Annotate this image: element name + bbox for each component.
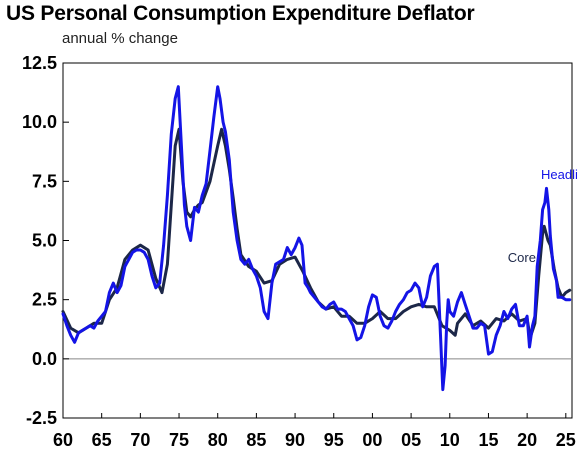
x-tick-label: 05 [401,430,421,450]
chart-subtitle: annual % change [62,30,178,47]
chart-title: US Personal Consumption Expenditure Defl… [6,2,475,25]
x-tick-label: 65 [92,430,112,450]
x-tick-label: 15 [478,430,498,450]
y-tick-label: 10.0 [22,112,57,132]
x-tick-label: 80 [208,430,228,450]
x-tick-label: 70 [130,430,150,450]
y-tick-label: 0.0 [32,349,57,369]
y-tick-label: 5.0 [32,231,57,251]
x-tick-label: 60 [53,430,73,450]
x-axis: 60 65 70 75 80 85 90 95 00 05 10 15 20 25 [53,413,576,450]
y-tick-label: 7.5 [32,171,57,191]
series-line-headline [61,85,572,392]
plot-frame [62,62,573,419]
series-line-core [61,127,572,339]
x-tick-label: 25 [556,430,576,450]
x-tick-label: 10 [440,430,460,450]
y-axis: 12.5 10.0 7.5 5.0 2.5 0.0 -2.5 [22,53,69,428]
x-tick-label: 85 [246,430,266,450]
x-tick-label: 95 [324,430,344,450]
series-label-headline: Headline [541,167,578,182]
series-layer [61,85,572,392]
y-tick-label: -2.5 [26,408,57,428]
series-label-core: Core [508,250,536,265]
series-labels: Headline Core [508,167,578,265]
x-tick-label: 00 [362,430,382,450]
x-tick-label: 90 [285,430,305,450]
x-tick-label: 75 [169,430,189,450]
x-tick-label: 20 [517,430,537,450]
y-tick-label: 2.5 [32,290,57,310]
y-tick-label: 12.5 [22,53,57,73]
